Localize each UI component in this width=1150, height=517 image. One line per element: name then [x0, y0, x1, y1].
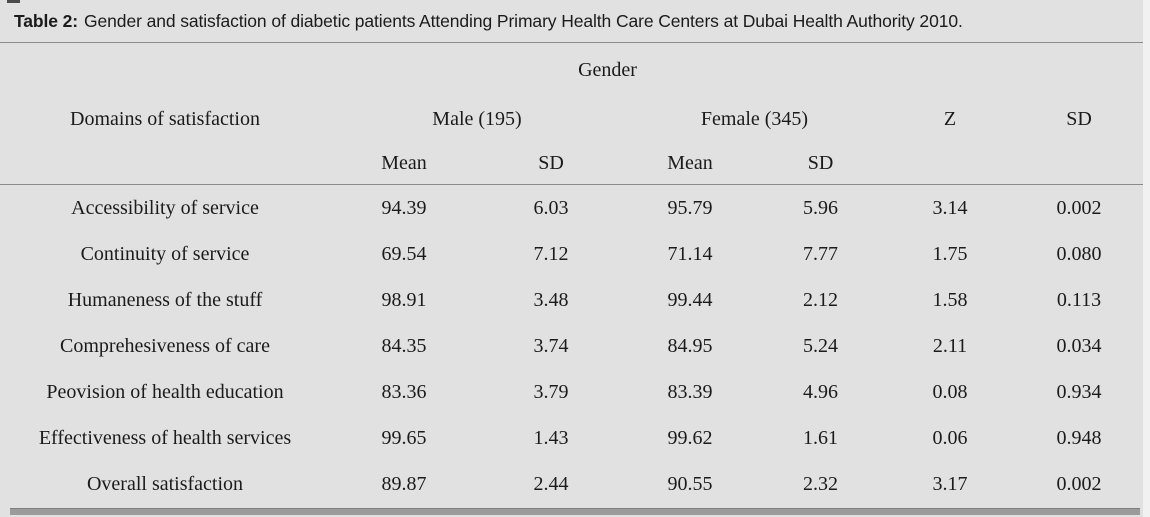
- cell-male-mean: 99.65: [381, 427, 427, 450]
- cell-z: 1.75: [932, 242, 968, 265]
- col-header-male: Male (195): [432, 108, 522, 130]
- cell-female-sd: 4.96: [803, 381, 838, 404]
- cell-female-sd: 5.96: [803, 196, 838, 219]
- table-bottom-rule: [10, 508, 1140, 515]
- cell-z: 2.11: [932, 334, 968, 357]
- cell-domain: Effectiveness of health services: [38, 427, 292, 450]
- cell-male-sd: 7.12: [533, 242, 569, 265]
- table-body: Accessibility of service 94.39 6.03 95.7…: [0, 185, 1143, 508]
- col-header-z: Z: [943, 108, 957, 130]
- col-header-domains: Domains of satisfaction: [70, 108, 260, 130]
- table-row: Effectiveness of health services 99.65 1…: [0, 416, 1143, 462]
- subheader-female-sd: SD: [807, 152, 834, 174]
- cell-female-sd: 1.61: [803, 427, 838, 450]
- cell-male-mean: 83.36: [381, 381, 427, 404]
- cell-p: 0.002: [1056, 473, 1102, 496]
- cell-domain: Humaneness of the stuff: [67, 288, 263, 311]
- cell-female-mean: 95.79: [667, 196, 713, 219]
- header-row-gender: Gender: [0, 44, 1143, 96]
- cell-female-sd: 5.24: [803, 334, 838, 357]
- subheader-male-sd: SD: [538, 152, 564, 174]
- table-row: Overall satisfaction 89.87 2.44 90.55 2.…: [0, 462, 1143, 508]
- table-row: Accessibility of service 94.39 6.03 95.7…: [0, 185, 1143, 231]
- cell-female-mean: 90.55: [667, 473, 713, 496]
- header-row-groups: Domains of satisfaction Male (195) Femal…: [0, 96, 1143, 143]
- cell-male-sd: 3.48: [533, 288, 569, 311]
- cell-male-sd: 3.74: [533, 334, 569, 357]
- cell-p: 0.034: [1056, 334, 1102, 357]
- cell-male-sd: 2.44: [533, 473, 569, 496]
- cell-female-mean: 83.39: [667, 381, 713, 404]
- cell-domain: Continuity of service: [80, 242, 250, 265]
- cell-p: 0.948: [1056, 427, 1102, 450]
- cell-z: 3.17: [932, 473, 968, 496]
- cell-p: 0.113: [1056, 288, 1102, 311]
- col-group-gender: Gender: [578, 58, 637, 81]
- subheader-male-mean: Mean: [381, 152, 427, 174]
- cell-z: 1.58: [932, 288, 968, 311]
- cell-male-sd: 6.03: [533, 196, 569, 219]
- col-header-female: Female (345): [700, 108, 809, 130]
- cell-male-mean: 89.87: [381, 473, 427, 496]
- cell-male-mean: 69.54: [381, 242, 427, 265]
- header-row-stats: Mean SD Mean SD: [0, 143, 1143, 184]
- table-row: Continuity of service 69.54 7.12 71.14 7…: [0, 231, 1143, 277]
- table-row: Peovision of health education 83.36 3.79…: [0, 370, 1143, 416]
- cell-z: 3.14: [932, 196, 968, 219]
- subheader-female-mean: Mean: [667, 152, 713, 174]
- cell-p: 0.934: [1056, 381, 1102, 404]
- screenshot-edge-artifact: [7, 0, 20, 3]
- cell-p: 0.080: [1056, 242, 1102, 265]
- cell-p: 0.002: [1056, 196, 1102, 219]
- table-row: Humaneness of the stuff 98.91 3.48 99.44…: [0, 277, 1143, 323]
- cell-female-mean: 84.95: [667, 334, 713, 357]
- table-caption-label: Table 2:: [14, 10, 79, 31]
- cell-female-sd: 7.77: [803, 242, 838, 265]
- cell-domain: Overall satisfaction: [86, 473, 244, 496]
- cell-domain: Peovision of health education: [46, 381, 284, 404]
- table-caption-text: Gender and satisfaction of diabetic pati…: [84, 10, 963, 31]
- cell-female-mean: 71.14: [667, 242, 713, 265]
- cell-male-mean: 98.91: [381, 288, 427, 311]
- table-row: Comprehesiveness of care 84.35 3.74 84.9…: [0, 323, 1143, 369]
- cell-female-sd: 2.32: [803, 473, 838, 496]
- cell-male-mean: 94.39: [381, 196, 427, 219]
- cell-z: 0.08: [932, 381, 968, 404]
- cell-male-sd: 1.43: [533, 427, 569, 450]
- table-header: Gender Domains of satisfaction Male (195…: [0, 44, 1143, 185]
- cell-male-mean: 84.35: [381, 334, 427, 357]
- col-header-sd: SD: [1066, 108, 1092, 130]
- table-caption: Table 2: Gender and satisfaction of diab…: [0, 0, 1143, 43]
- cell-female-mean: 99.44: [667, 288, 713, 311]
- cell-female-mean: 99.62: [667, 427, 713, 450]
- cell-domain: Comprehesiveness of care: [60, 334, 270, 357]
- cell-z: 0.06: [932, 427, 968, 450]
- cell-male-sd: 3.79: [533, 381, 569, 404]
- cell-domain: Accessibility of service: [71, 196, 259, 219]
- cell-female-sd: 2.12: [803, 288, 838, 311]
